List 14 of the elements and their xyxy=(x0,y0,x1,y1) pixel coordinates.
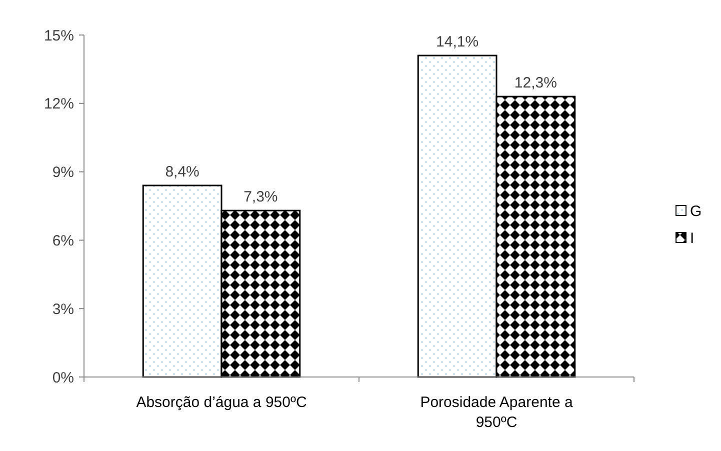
y-tick-label: 15% xyxy=(44,27,74,44)
x-tick-label: Porosidade Aparente a 950ºC xyxy=(420,394,574,431)
y-tick-label: 9% xyxy=(52,164,74,182)
data-label: 8,4% xyxy=(165,163,200,180)
data-label: 14,1% xyxy=(436,34,479,51)
y-tick-label: 3% xyxy=(52,300,74,318)
y-tick-label: 12% xyxy=(44,96,74,113)
y-tick-label: 0% xyxy=(52,369,74,386)
legend-label: G xyxy=(690,202,702,220)
legend-label: I xyxy=(690,230,694,247)
data-label: 12,3% xyxy=(514,74,557,92)
data-label: 7,3% xyxy=(244,188,278,206)
y-tick-label: 6% xyxy=(52,232,74,250)
x-tick-label: Absorção d’água a 950ºC xyxy=(136,394,307,411)
